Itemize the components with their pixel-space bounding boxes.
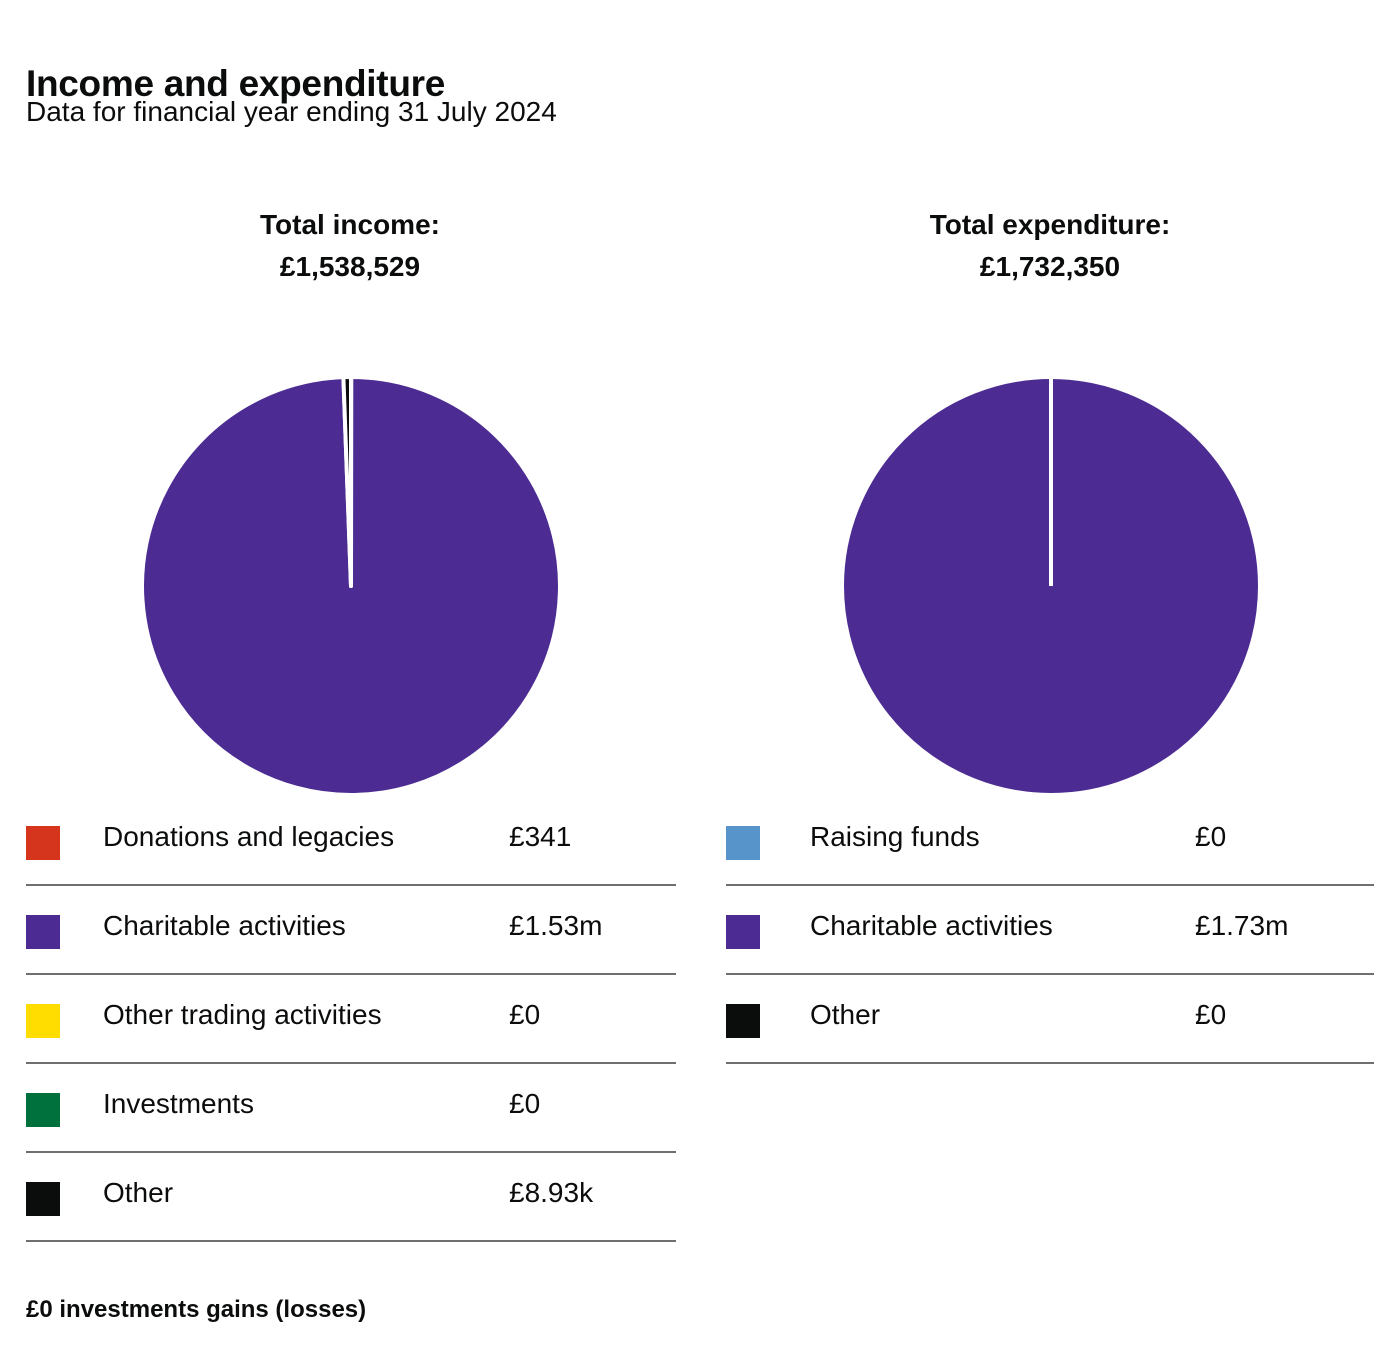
income-heading-value: £1,538,529 — [279, 251, 421, 282]
investments-value: £0 — [509, 1088, 541, 1119]
income-legend-row-investments: Investments £0 — [26, 1064, 676, 1153]
trading-swatch — [26, 1004, 60, 1038]
income-legend-row-trading: Other trading activities £0 — [26, 975, 676, 1064]
income-chart-heading: Total income: £1,538,529 — [90, 204, 610, 288]
income-legend-row-donations: Donations and legacies £341 — [26, 797, 676, 886]
donations-label: Donations and legacies — [103, 821, 395, 852]
investments-label: Investments — [103, 1088, 254, 1119]
expenditure-pie-chart — [840, 375, 1262, 797]
expenditure-legend-row-charitable: Charitable activities £1.73m — [726, 886, 1374, 975]
expenditure-other-swatch — [726, 1004, 760, 1038]
expenditure-heading-label: Total expenditure: — [929, 209, 1171, 240]
expenditure-legend: Raising funds £0 Charitable activities £… — [726, 797, 1374, 1064]
income-charitable-value: £1.53m — [509, 910, 603, 941]
income-heading-label: Total income: — [260, 209, 440, 240]
income-charitable-label: Charitable activities — [103, 910, 346, 941]
expenditure-legend-row-raising: Raising funds £0 — [726, 797, 1374, 886]
donations-value: £341 — [509, 821, 572, 852]
trading-value: £0 — [509, 999, 541, 1030]
raising-funds-label: Raising funds — [810, 821, 980, 852]
expenditure-heading-value: £1,732,350 — [979, 251, 1121, 282]
investments-swatch — [26, 1093, 60, 1127]
income-legend-row-charitable: Charitable activities £1.53m — [26, 886, 676, 975]
income-other-label: Other — [103, 1177, 174, 1208]
raising-funds-swatch — [726, 826, 760, 860]
page-subtitle: Data for financial year ending 31 July 2… — [26, 96, 557, 127]
expenditure-charitable-swatch — [726, 915, 760, 949]
income-charitable-swatch — [26, 915, 60, 949]
income-legend: Donations and legacies £341 Charitable a… — [26, 797, 676, 1242]
investment-gains-note: £0 investments gains (losses) — [26, 1296, 367, 1323]
trading-label: Other trading activities — [103, 999, 382, 1030]
raising-funds-value: £0 — [1195, 821, 1227, 852]
income-pie-chart — [140, 374, 562, 797]
donations-swatch — [26, 826, 60, 860]
expenditure-charitable-label: Charitable activities — [810, 910, 1053, 941]
expenditure-other-value: £0 — [1195, 999, 1227, 1030]
income-legend-row-other: Other £8.93k — [26, 1153, 676, 1242]
expenditure-legend-row-other: Other £0 — [726, 975, 1374, 1064]
income-other-value: £8.93k — [509, 1177, 594, 1208]
income-other-swatch — [26, 1182, 60, 1216]
expenditure-chart-heading: Total expenditure: £1,732,350 — [790, 204, 1310, 288]
expenditure-charitable-value: £1.73m — [1195, 910, 1289, 941]
page-title: Income and expenditure — [26, 62, 445, 104]
expenditure-other-label: Other — [810, 999, 881, 1030]
